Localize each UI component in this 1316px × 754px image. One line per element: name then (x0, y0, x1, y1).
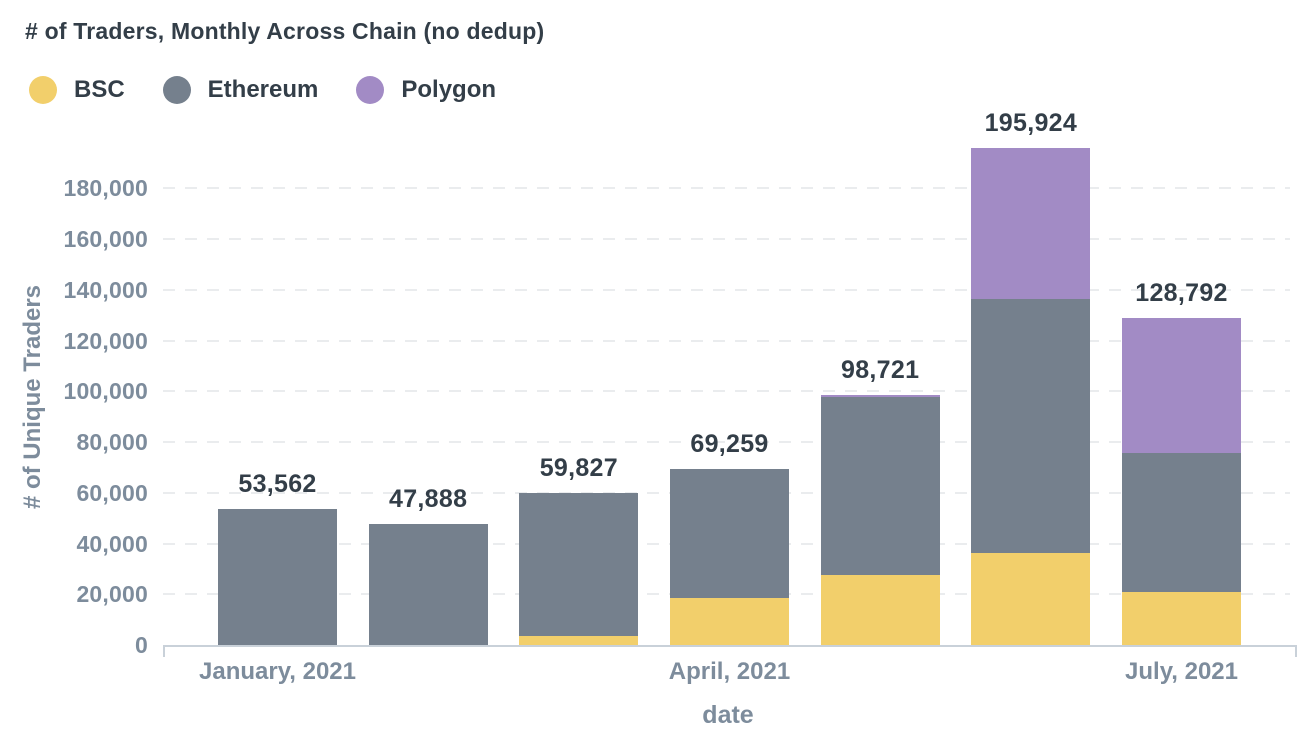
bar-segment-bsc[interactable] (1122, 591, 1241, 645)
legend-swatch-polygon (356, 76, 385, 104)
legend-item-ethereum[interactable]: Ethereum (162, 76, 319, 104)
gridline-100000 (163, 390, 1290, 393)
bar-segment-polygon[interactable] (820, 394, 940, 397)
legend-label: Polygon (401, 76, 497, 103)
gridline-180000 (163, 187, 1290, 190)
legend-item-polygon[interactable]: Polygon (356, 76, 496, 104)
bar-segment-ethereum[interactable] (368, 523, 488, 645)
legend-label: BSC (74, 76, 125, 103)
gridline-120000 (163, 339, 1290, 342)
gridline-80000 (163, 441, 1290, 444)
gridline-140000 (163, 288, 1290, 291)
y-tick-label-120000: 120,000 (63, 327, 148, 354)
bar-segment-ethereum[interactable] (670, 469, 789, 599)
y-tick-label-40000: 40,000 (76, 530, 148, 557)
y-tick-label-20000: 20,000 (76, 581, 148, 608)
y-axis-title: # of Unique Traders (19, 284, 46, 510)
x-tick-label-3: April, 2021 (668, 658, 791, 685)
y-tick-label-180000: 180,000 (63, 175, 148, 202)
chart-title: # of Traders, Monthly Across Chain (no d… (25, 18, 545, 44)
x-tick-label-6: July, 2021 (1125, 658, 1238, 685)
bar-segment-bsc[interactable] (519, 636, 639, 645)
bar-segment-ethereum[interactable] (519, 493, 639, 637)
bar-total-label: 98,721 (841, 355, 920, 384)
x-axis-title: date (702, 701, 754, 729)
bar-total-label: 53,562 (238, 470, 317, 499)
y-tick-label-0: 0 (135, 632, 148, 658)
bar-segment-polygon[interactable] (1122, 318, 1241, 453)
y-tick-label-80000: 80,000 (76, 429, 148, 456)
bar-total-label: 69,259 (690, 430, 769, 459)
y-tick-label-60000: 60,000 (76, 479, 148, 506)
bar-total-label: 47,888 (389, 484, 468, 513)
bar-segment-ethereum[interactable] (218, 509, 337, 645)
bar-total-label: 59,827 (539, 454, 618, 483)
bar-total-label: 195,924 (984, 109, 1078, 138)
bar-segment-ethereum[interactable] (820, 396, 940, 575)
y-tick-label-140000: 140,000 (63, 276, 148, 303)
legend-swatch-ethereum (162, 76, 191, 104)
legend-label: Ethereum (207, 76, 319, 103)
gridline-160000 (163, 238, 1290, 241)
chart-legend: BSC Ethereum Polygon (29, 76, 496, 104)
bar-segment-bsc[interactable] (670, 598, 789, 645)
bar-segment-bsc[interactable] (971, 552, 1091, 645)
x-tick-label-0: January, 2021 (199, 658, 356, 685)
bar-total-label: 128,792 (1135, 279, 1228, 308)
y-tick-label-100000: 100,000 (63, 378, 148, 405)
bar-segment-ethereum[interactable] (971, 298, 1091, 553)
bar-segment-polygon[interactable] (971, 148, 1091, 299)
legend-swatch-bsc (29, 76, 57, 104)
bar-segment-bsc[interactable] (820, 574, 940, 645)
bar-segment-ethereum[interactable] (1122, 452, 1241, 592)
y-tick-label-160000: 160,000 (63, 226, 148, 253)
legend-item-bsc[interactable]: BSC (29, 76, 125, 104)
x-axis-line (163, 645, 1297, 657)
